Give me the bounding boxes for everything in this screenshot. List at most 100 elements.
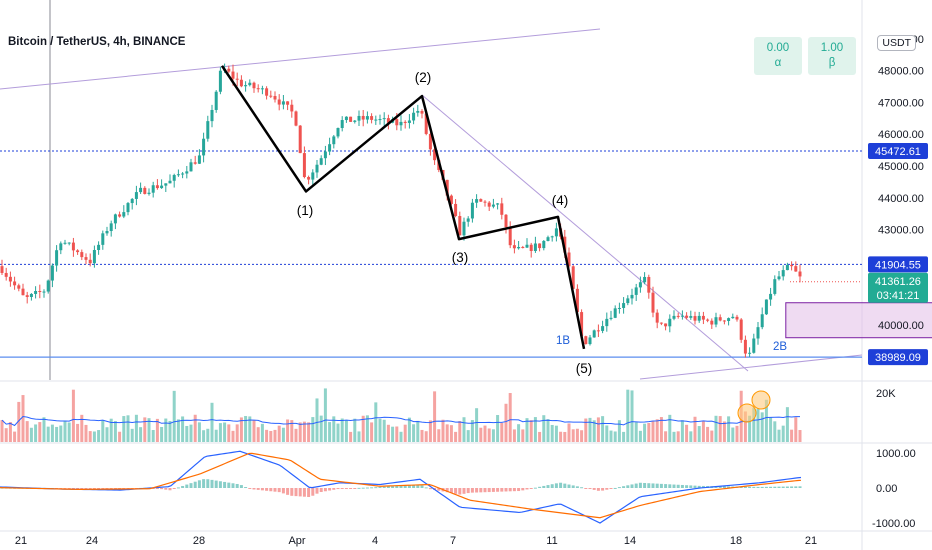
- candle-167: [701, 315, 705, 320]
- macd-hist-117: [491, 488, 495, 492]
- candle-161: [676, 315, 680, 317]
- macd-hist-138: [580, 487, 584, 489]
- macd-hist-61: [256, 488, 260, 490]
- candle-182: [764, 299, 768, 315]
- macd-hist-115: [483, 488, 487, 493]
- macd-hist-185: [777, 486, 781, 488]
- volume-bar-190: [798, 430, 802, 442]
- volume-bar-132: [554, 425, 558, 442]
- volume-bar-116: [487, 428, 491, 442]
- volume-bar-180: [756, 408, 760, 442]
- candle-98: [412, 112, 416, 121]
- volume-bar-108: [454, 431, 458, 442]
- volume-bar-187: [785, 407, 789, 442]
- volume-bar-50: [210, 402, 214, 442]
- volume-bar-166: [697, 426, 701, 442]
- macd-hist-60: [252, 488, 256, 490]
- volume-bar-189: [794, 417, 798, 442]
- macd-hist-134: [563, 483, 567, 488]
- candle-184: [773, 279, 777, 294]
- volume-bar-136: [571, 429, 575, 442]
- volume-bar-164: [689, 431, 693, 442]
- macd-hist-81: [340, 488, 344, 489]
- candle-27: [113, 214, 117, 224]
- macd-hist-43: [181, 485, 185, 488]
- candle-71: [298, 125, 302, 154]
- candle-82: [344, 116, 348, 121]
- candle-146: [613, 308, 617, 318]
- candle-83: [349, 116, 353, 122]
- candle-89: [374, 119, 378, 121]
- pattern-label-2b: 2B: [773, 341, 787, 353]
- candle-113: [475, 199, 479, 203]
- volume-bar-146: [613, 431, 617, 442]
- volume-bar-110: [462, 417, 466, 442]
- volume-bar-66: [277, 425, 281, 442]
- candle-123: [517, 246, 521, 249]
- time-tick-7: 14: [624, 535, 636, 547]
- indicator-alpha[interactable]: 0.00 α: [754, 37, 802, 75]
- macd-hist-131: [550, 484, 554, 488]
- volume-bar-47: [197, 422, 201, 442]
- macd-hist-142: [596, 488, 600, 491]
- volume-bar-2: [8, 422, 12, 442]
- macd-hist-109: [458, 488, 462, 495]
- volume-bar-18: [76, 423, 80, 442]
- volume-bar-125: [525, 418, 529, 442]
- candle-180: [756, 327, 760, 339]
- candle-10: [42, 291, 46, 293]
- candle-148: [622, 303, 626, 308]
- candle-19: [80, 252, 84, 258]
- volume-bar-24: [101, 420, 105, 442]
- volume-bar-172: [722, 421, 726, 442]
- macd-hist-119: [500, 488, 504, 492]
- candle-41: [172, 175, 176, 181]
- volume-bar-96: [403, 424, 407, 442]
- candle-0: [0, 266, 4, 273]
- candle-119: [500, 203, 504, 215]
- candle-139: [584, 336, 588, 345]
- candle-2: [8, 276, 12, 282]
- macd-hist-136: [571, 485, 575, 488]
- volume-bar-139: [584, 418, 588, 442]
- candle-95: [399, 121, 403, 126]
- candle-155: [651, 292, 655, 313]
- volume-bar-131: [550, 424, 554, 442]
- volume-bar-64: [269, 430, 273, 442]
- volume-bar-69: [290, 420, 294, 442]
- macd-hist-101: [424, 487, 428, 489]
- macd-hist-25: [105, 488, 109, 489]
- macd-hist-67: [281, 488, 285, 494]
- volume-bar-112: [470, 420, 474, 442]
- candle-76: [319, 158, 323, 165]
- macd-hist-20: [84, 488, 88, 489]
- volume-bar-113: [475, 408, 479, 442]
- volume-bar-134: [563, 431, 567, 442]
- volume-bar-58: [244, 416, 248, 442]
- volume-bar-153: [643, 423, 647, 442]
- volume-bar-75: [315, 398, 319, 442]
- volume-bar-52: [218, 423, 222, 442]
- candle-156: [655, 312, 659, 323]
- currency-selector[interactable]: USDT: [877, 35, 916, 51]
- volume-bar-33: [139, 427, 143, 442]
- candle-15: [63, 242, 67, 244]
- macd-hist-90: [378, 486, 382, 488]
- volume-bar-163: [685, 424, 689, 442]
- volume-bar-84: [353, 418, 357, 442]
- volume-bar-45: [189, 424, 193, 442]
- macd-hist-18: [76, 488, 80, 489]
- volume-bar-102: [428, 420, 432, 442]
- volume-bar-13: [55, 426, 59, 442]
- candle-11: [46, 280, 50, 292]
- volume-bar-186: [781, 425, 785, 442]
- volume-bar-72: [302, 421, 306, 442]
- indicator-beta[interactable]: 1.00 β: [808, 37, 856, 75]
- candle-80: [336, 128, 340, 137]
- volume-bar-34: [143, 417, 147, 442]
- macd-hist-48: [202, 479, 206, 488]
- macd-hist-58: [244, 487, 248, 489]
- volume-bar-80: [336, 423, 340, 442]
- volume-bar-92: [386, 424, 390, 442]
- macd-hist-139: [584, 488, 588, 489]
